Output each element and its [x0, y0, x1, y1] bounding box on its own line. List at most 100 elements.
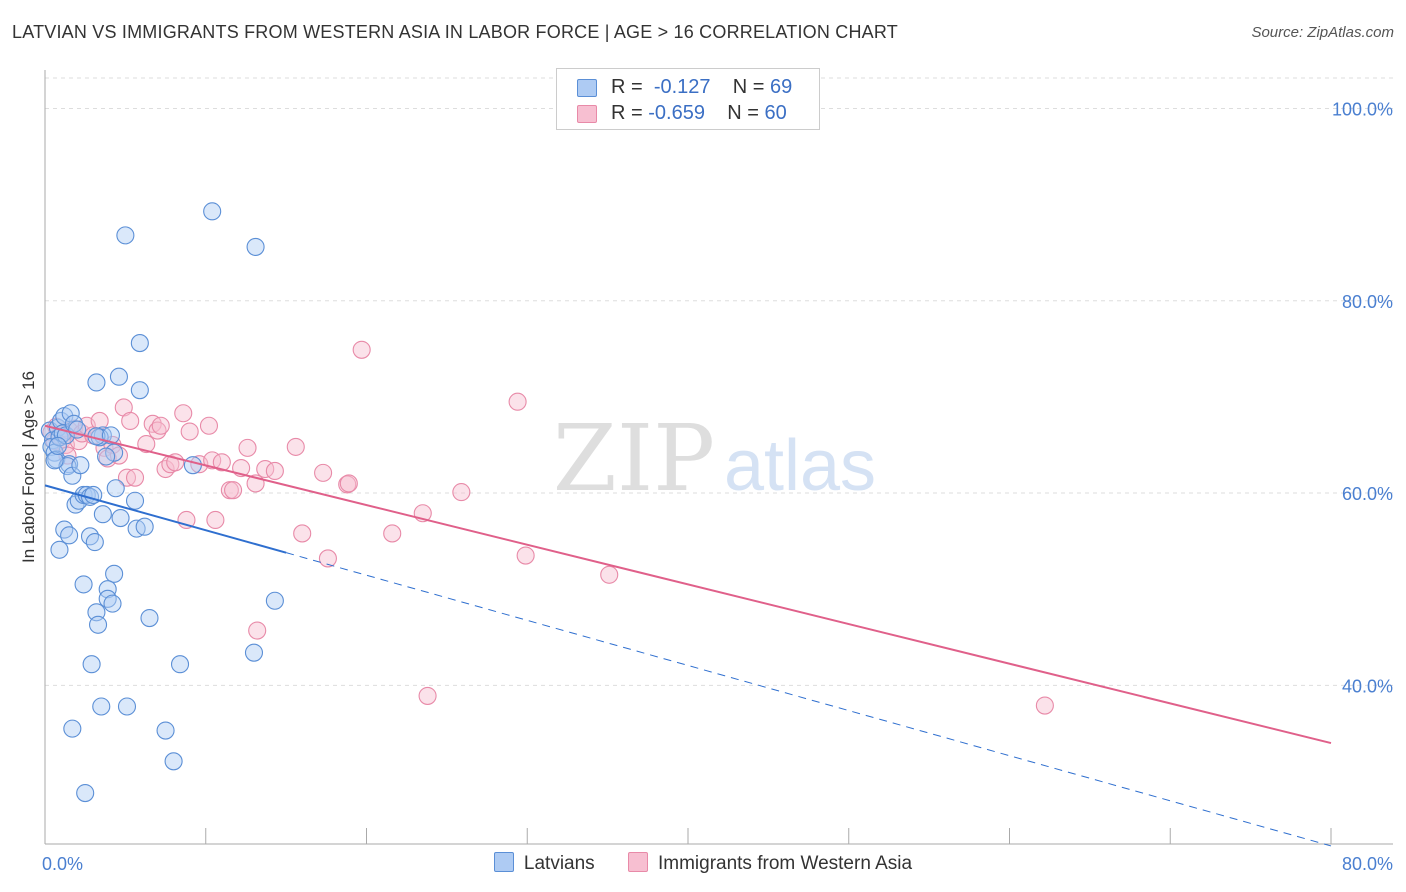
latvians-point [116, 226, 135, 245]
western-asia-point [516, 546, 535, 565]
latvians-point [98, 589, 117, 608]
trend-lines [44, 424, 1332, 847]
chart-title: LATVIAN VS IMMIGRANTS FROM WESTERN ASIA … [12, 22, 898, 42]
series-legend: Latvians Immigrants from Western Asia [0, 852, 1406, 875]
latvians-point [55, 520, 74, 539]
legend-r-value: -0.659 [648, 102, 705, 124]
latvians-point [101, 426, 120, 445]
legend-n-value: 60 [764, 102, 787, 124]
x-tick-label-min: 0.0% [42, 854, 83, 874]
axis-layer [44, 70, 1393, 845]
western-asia-point [383, 524, 402, 543]
western-asia-point [125, 468, 145, 487]
western-asia-point [293, 524, 312, 543]
latvians-point [50, 540, 69, 559]
latvians-trend-extension [285, 552, 1332, 847]
legend-r-value: -0.127 [653, 76, 711, 98]
watermark: ZIP atlas [553, 405, 876, 512]
western-asia-point [199, 416, 219, 435]
latvians-point [106, 479, 125, 498]
western-asia-point [338, 475, 357, 494]
western-asia-point [156, 459, 175, 479]
y-axis-label: In Labor Force | Age > 16 [19, 371, 38, 563]
legend-n-label: N = [732, 76, 765, 98]
western-asia-point [109, 446, 128, 465]
chart-source: Source: ZipAtlas.com [1251, 24, 1394, 41]
western-asia-point [318, 549, 337, 568]
latvians-point [246, 237, 265, 256]
western-asia-swatch [577, 104, 597, 123]
western-asia-point [180, 422, 199, 441]
latvians-point [105, 564, 124, 583]
latvians-point [140, 608, 159, 628]
latvians-point [265, 591, 284, 610]
latvians-trend-line [44, 484, 287, 554]
latvians-point [97, 447, 116, 466]
western-asia-point [508, 392, 527, 411]
latvians-point [71, 456, 90, 475]
legend-item-label: Latvians [523, 853, 595, 874]
legend-item-label: Immigrants from Western Asia [657, 853, 913, 874]
western-asia-trend-line [44, 424, 1332, 745]
y-tick-label: 40.0% [1342, 676, 1393, 696]
watermark-atlas: atlas [724, 426, 876, 506]
latvians-point [60, 526, 79, 545]
latvians-point [244, 643, 264, 662]
latvians-point [98, 580, 117, 599]
latvians-point [61, 404, 80, 423]
latvians-points [40, 202, 284, 803]
y-tick-label: 100.0% [1332, 99, 1393, 119]
watermark-zip: ZIP [553, 405, 715, 512]
latvians-point [135, 517, 154, 536]
western-asia-point [248, 621, 267, 640]
western-asia-point [339, 474, 358, 493]
latvians-point [130, 381, 149, 400]
latvians-point [63, 719, 82, 738]
latvians-swatch [577, 78, 597, 97]
x-tick-label-max: 80.0% [1342, 854, 1393, 874]
western-asia-point [314, 463, 333, 482]
western-asia-point [418, 686, 437, 705]
legend-item-western-asia[interactable]: Immigrants from Western Asia [627, 852, 913, 875]
latvians-point [87, 373, 106, 392]
y-tick-label: 60.0% [1342, 484, 1393, 504]
western-asia-point [212, 453, 231, 472]
latvians-point [76, 783, 95, 803]
western-asia-point [238, 438, 257, 457]
latvians-point [85, 533, 104, 552]
western-asia-point [224, 481, 243, 500]
latvians-point [45, 451, 64, 470]
latvians-legend-swatch [493, 852, 514, 872]
western-asia-point [121, 411, 140, 430]
grid-layer [45, 77, 1393, 686]
western-asia-legend-swatch [627, 852, 648, 872]
western-asia-point [151, 416, 170, 435]
latvians-point [80, 527, 100, 546]
latvians-point [203, 202, 222, 221]
latvians-point [92, 697, 111, 716]
latvians-point [130, 334, 149, 353]
western-asia-point [206, 510, 225, 530]
western-asia-point [1035, 696, 1054, 715]
western-asia-point [137, 434, 156, 454]
latvians-point [48, 436, 67, 455]
western-asia-point [90, 411, 109, 430]
western-asia-point [286, 437, 305, 456]
legend-n-value: 69 [770, 76, 793, 98]
latvians-point [156, 721, 175, 740]
latvians-point [88, 615, 108, 634]
latvians-point [164, 752, 183, 771]
axis-labels: 40.0% 60.0% 80.0% 100.0% 0.0% 80.0% In Labor F… [19, 99, 1393, 874]
latvians-point [170, 655, 190, 674]
western-asia-point [148, 421, 167, 440]
legend-item-latvians[interactable]: Latvians [493, 852, 595, 875]
western-asia-point [452, 483, 471, 502]
latvians-point [74, 575, 93, 594]
latvians-point [109, 367, 128, 386]
latvians-point [183, 456, 202, 475]
legend-n-label: N = [727, 102, 759, 124]
latvians-point [111, 509, 130, 528]
latvians-point [93, 505, 112, 524]
